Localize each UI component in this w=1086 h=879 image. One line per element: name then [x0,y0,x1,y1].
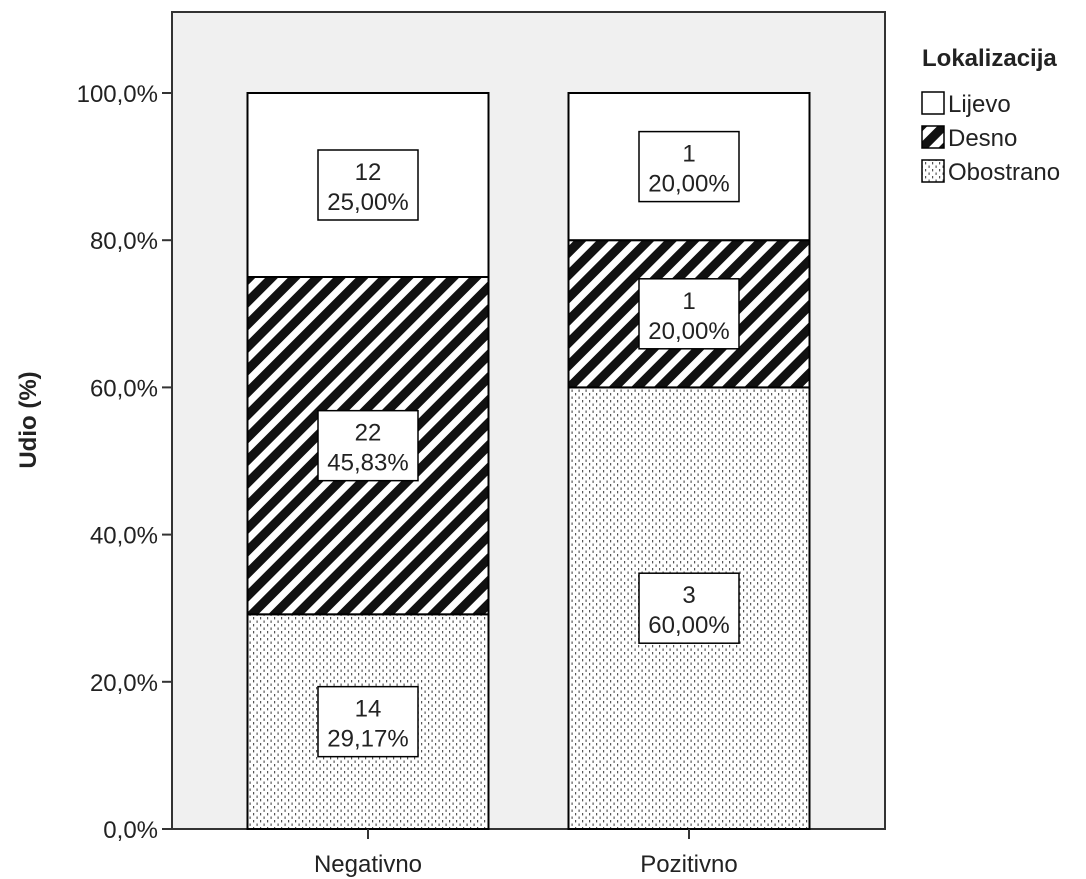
data-label-count: 14 [355,696,382,723]
legend-swatch-desno [921,125,945,149]
legend-label-lijevo: Lijevo [948,91,1011,118]
data-label-percent: 60,00% [648,612,729,639]
data-label-count: 3 [682,582,695,609]
data-label-count: 1 [682,288,695,315]
y-tick-label: 60,0% [90,375,158,402]
legend-label-desno: Desno [948,125,1017,152]
data-labels: 14 29,17% 22 45,83% 12 25,00% 3 60,00% 1 20,00% 1 2… [317,130,740,758]
data-label-box [638,130,740,203]
data-label-box [638,572,740,644]
y-tick-label: 80,0% [90,228,158,255]
y-tick-label: 40,0% [90,523,158,550]
legend: Lokalizacija Lijevo Desno Obostrano [921,45,1060,186]
legend-swatch-lijevo [921,91,945,115]
data-label-box [317,409,419,482]
y-axis-title: Udio (%) [15,371,42,468]
y-axis: 0,0% 20,0% 40,0% 60,0% 80,0% 100,0% [77,81,172,844]
y-tick-label: 100,0% [77,81,158,108]
data-label-count: 1 [682,141,695,168]
legend-title: Lokalizacija [922,45,1057,72]
data-label-percent: 29,17% [327,726,408,753]
bars [246,92,811,830]
data-label-box [638,278,740,350]
category-label: Pozitivno [640,851,737,878]
y-tick-label: 0,0% [103,817,158,844]
data-label-box [317,685,419,758]
data-label-count: 22 [355,420,382,447]
data-label-percent: 25,00% [327,189,408,216]
data-label-count: 12 [355,159,382,186]
category-label: Negativno [314,851,422,878]
data-label-percent: 20,00% [648,171,729,198]
legend-swatch-obostrano [921,159,945,183]
data-label-percent: 20,00% [648,318,729,345]
legend-label-obostrano: Obostrano [948,159,1060,186]
data-label-percent: 45,83% [327,450,408,477]
x-axis: Negativno Pozitivno [314,829,738,878]
y-tick-label: 20,0% [90,670,158,697]
data-label-box [317,149,419,221]
